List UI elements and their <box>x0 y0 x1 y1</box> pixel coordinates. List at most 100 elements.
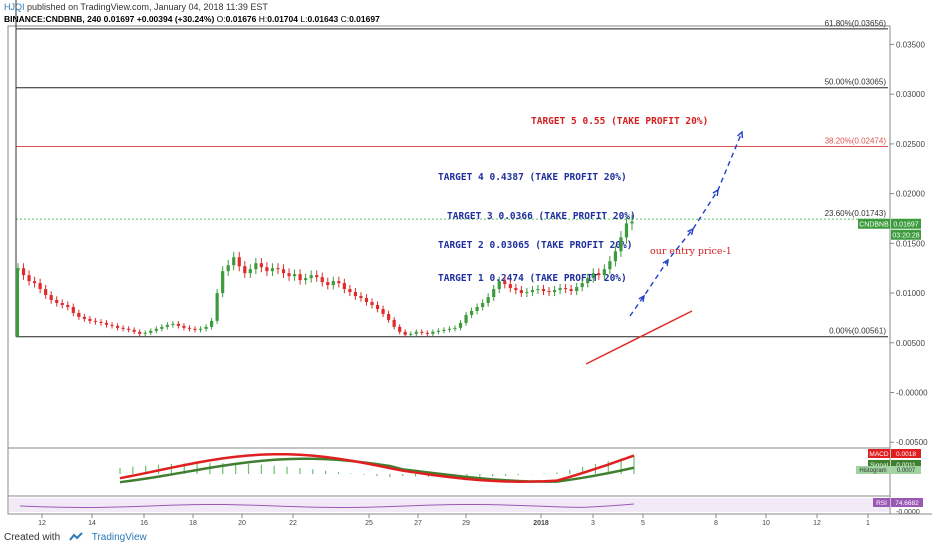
fib-level-label: 38.20%(0.02474) <box>825 136 887 145</box>
candle-body <box>619 237 623 252</box>
candle-body <box>171 323 175 325</box>
candle-body <box>503 281 507 285</box>
candle-body <box>55 300 59 304</box>
candle-body <box>93 320 98 322</box>
candle-body <box>359 296 363 299</box>
macd-value: 0.0018 <box>896 451 916 458</box>
candle-body <box>597 273 601 276</box>
candle-body <box>453 327 457 329</box>
price-axis-label: -0.00500 <box>896 438 928 447</box>
candle-body <box>16 268 19 337</box>
candle-body <box>276 268 280 270</box>
candle-body <box>182 325 186 328</box>
candle-body <box>154 328 158 331</box>
candle-body <box>38 283 42 290</box>
ohlc-close: 0.01697 <box>349 14 380 24</box>
fib-level-label: 50.00%(0.03065) <box>825 78 887 87</box>
candle-body <box>375 304 380 309</box>
time-axis-label: 8 <box>714 520 718 527</box>
countdown-tag <box>891 229 921 240</box>
price-pane <box>7 25 891 449</box>
candle-body <box>243 266 247 274</box>
candle-body <box>580 283 584 288</box>
candle-body <box>564 288 568 290</box>
time-axis-label: 1 <box>866 520 870 527</box>
histogram-value-tag <box>891 466 921 474</box>
macd-badge-label: MACD <box>869 451 888 458</box>
candle-body <box>160 326 164 329</box>
candle-body <box>552 290 557 293</box>
histogram-badge-label: Histogram <box>859 468 886 474</box>
candle-body <box>221 271 225 294</box>
candle-body <box>602 269 606 276</box>
candle-body <box>237 257 241 267</box>
candle-body <box>326 282 330 286</box>
candle-body <box>431 331 435 334</box>
candle-body <box>575 287 579 292</box>
candle-body <box>525 292 529 294</box>
time-axis-label: 18 <box>189 520 197 527</box>
candle-body <box>492 289 496 298</box>
candle-body <box>486 297 490 304</box>
entry-price-annotation: our entry price-1 <box>650 246 732 257</box>
price-axis-label: 0.01500 <box>896 239 925 248</box>
rsi-value: 74.6682 <box>895 500 919 507</box>
countdown-value: 03:20:28 <box>892 233 919 240</box>
publish-line: HJQI published on TradingView.com, Janua… <box>4 2 268 12</box>
candle-body <box>226 265 230 272</box>
candle-body <box>436 330 440 332</box>
chart-canvas[interactable]: 0.075000.070000.065000.060000.055000.050… <box>0 0 932 530</box>
candle-body <box>259 263 263 268</box>
candle-body <box>381 308 385 314</box>
projection-arrowhead <box>712 188 719 197</box>
macd-badge <box>868 449 890 458</box>
last-price-value: 0.01697 <box>893 222 918 229</box>
candle-body <box>420 331 424 333</box>
signal-badge <box>868 460 890 469</box>
projection-path <box>629 131 743 317</box>
candle-body <box>514 288 518 291</box>
price-axis-label: 0.02500 <box>896 140 925 149</box>
time-axis-label: 16 <box>140 520 148 527</box>
candle-body <box>292 274 297 277</box>
target-label: TARGET 4 0.4387 (TAKE PROFIT 20%) <box>438 172 627 183</box>
histogram-value: 0.0007 <box>897 468 916 474</box>
candle-body <box>547 291 551 293</box>
candle-body <box>215 293 219 321</box>
published-text: published on TradingView.com, January 04… <box>27 2 268 12</box>
candle-body <box>309 275 313 279</box>
candle-body <box>530 290 535 293</box>
trend-line <box>585 310 693 365</box>
author-name[interactable]: HJQI <box>4 2 25 12</box>
candle-body <box>187 327 192 329</box>
candle-body <box>77 312 81 317</box>
time-axis-label: 25 <box>365 520 373 527</box>
rsi-axis-label: -0.0000 <box>896 509 920 516</box>
candle-body <box>176 323 181 326</box>
candle-body <box>398 326 402 332</box>
candle-body <box>370 302 374 305</box>
candle-body <box>298 274 302 281</box>
candle-body <box>519 290 523 294</box>
tradingview-brand[interactable]: TradingView <box>91 532 147 543</box>
candle-body <box>254 263 258 270</box>
candle-body <box>132 329 136 332</box>
rsi-line <box>19 503 635 508</box>
projection-arrowhead <box>662 258 669 267</box>
candle-body <box>193 328 197 330</box>
last-price-tag <box>891 218 921 229</box>
candle-body <box>121 327 125 329</box>
time-axis-label: 22 <box>289 520 297 527</box>
candle-body <box>198 328 203 330</box>
candle-body <box>320 277 324 283</box>
candle-body <box>475 306 479 311</box>
rsi-value-tag <box>891 498 923 507</box>
candle-body <box>115 325 120 328</box>
candle-body <box>66 304 70 307</box>
candle-body <box>586 278 590 284</box>
candle-body <box>414 331 418 334</box>
candle-body <box>149 330 153 333</box>
projection-arrowhead <box>687 227 695 236</box>
rsi-badge-label: RSI <box>876 500 887 507</box>
candle-body <box>608 261 612 270</box>
